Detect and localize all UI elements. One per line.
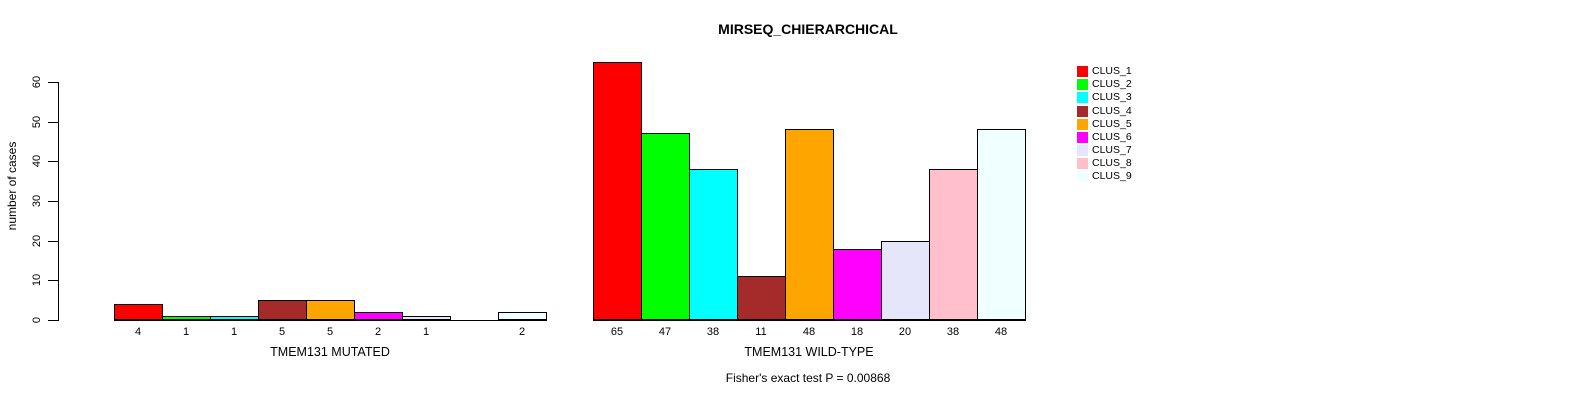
legend-swatch-clus_5 — [1077, 118, 1088, 130]
bar-value-label: 4 — [134, 326, 142, 338]
legend-swatch-clus_2 — [1077, 79, 1088, 91]
legend-label: CLUS_5 — [1092, 117, 1132, 130]
bar-clus_4 — [258, 300, 307, 320]
y-tick — [48, 240, 58, 242]
legend-label: CLUS_2 — [1092, 78, 1132, 91]
bar-clus_7 — [402, 316, 451, 320]
legend-label: CLUS_3 — [1092, 91, 1132, 104]
y-tick — [48, 200, 58, 202]
y-tick-label: 60 — [31, 75, 43, 88]
bar-value-label: 48 — [994, 326, 1008, 338]
group-label-wildtype: TMEM131 WILD-TYPE — [744, 345, 874, 359]
legend-label: CLUS_1 — [1092, 65, 1132, 77]
y-tick-label: 40 — [31, 155, 43, 168]
bar-clus_5 — [306, 300, 355, 320]
legend-swatch-clus_8 — [1077, 158, 1088, 170]
bar-clus_2 — [162, 316, 211, 320]
bar-clus_6 — [354, 312, 403, 320]
legend-swatch-clus_3 — [1077, 92, 1088, 104]
group-label-mutated: TMEM131 MUTATED — [270, 345, 390, 359]
legend-label: CLUS_4 — [1092, 104, 1132, 117]
y-tick — [48, 161, 58, 163]
bar-clus_9 — [498, 312, 547, 320]
bar-value-label: 1 — [182, 326, 190, 338]
group-baseline — [114, 320, 547, 321]
bar-clus_4 — [737, 276, 786, 320]
y-tick — [48, 320, 58, 321]
bar-value-label: 2 — [518, 326, 526, 338]
y-tick-label: 20 — [31, 234, 43, 247]
legend-label: CLUS_8 — [1092, 157, 1132, 170]
bar-clus_9 — [977, 129, 1026, 320]
y-tick — [48, 81, 58, 83]
legend-swatch-clus_6 — [1077, 131, 1088, 143]
bar-value-label: 5 — [326, 326, 334, 338]
bar-value-label: 20 — [898, 326, 912, 338]
bar-clus_3 — [210, 316, 259, 320]
bar-value-label: 38 — [706, 326, 720, 338]
legend-label: CLUS_6 — [1092, 130, 1132, 143]
fisher-test-annotation: Fisher's exact test P = 0.00868 — [725, 371, 891, 385]
y-tick-label: 0 — [31, 316, 43, 324]
y-axis-line — [58, 81, 59, 321]
legend-swatch-clus_7 — [1077, 145, 1088, 156]
y-tick-label: 10 — [31, 274, 43, 287]
chart-title: MIRSEQ_CHIERARCHICAL — [718, 21, 898, 37]
bar-value-label: 5 — [278, 326, 286, 338]
y-tick — [48, 121, 58, 123]
bar-value-label: 1 — [230, 326, 238, 338]
legend-label: CLUS_9 — [1092, 170, 1132, 183]
bar-value-label: 65 — [610, 326, 624, 338]
bar-clus_6 — [833, 249, 882, 320]
bar-clus_2 — [641, 133, 690, 320]
bar-clus_8 — [929, 169, 978, 320]
y-axis-label: number of cases — [5, 141, 19, 231]
bar-value-label: 1 — [422, 326, 430, 338]
bar-value-label: 11 — [755, 326, 767, 338]
legend-swatch-clus_4 — [1077, 105, 1088, 117]
legend-swatch-clus_1 — [1077, 66, 1088, 77]
bar-value-label: 2 — [374, 326, 382, 338]
bar-value-label: 47 — [658, 326, 672, 338]
bar-value-label: 18 — [850, 326, 864, 338]
legend-swatch-clus_9 — [1077, 171, 1088, 183]
bar-clus_1 — [114, 304, 163, 320]
bar-clus_5 — [785, 129, 834, 320]
bar-value-label: 38 — [946, 326, 960, 338]
y-tick — [48, 280, 58, 282]
y-tick-label: 30 — [31, 194, 43, 208]
bar-clus_3 — [689, 169, 738, 320]
bar-clus_1 — [593, 62, 642, 320]
bar-clus_7 — [881, 241, 930, 320]
group-baseline — [593, 320, 1026, 321]
bar-value-label: 48 — [802, 326, 816, 338]
legend-label: CLUS_7 — [1092, 144, 1132, 156]
y-tick-label: 50 — [31, 115, 43, 128]
